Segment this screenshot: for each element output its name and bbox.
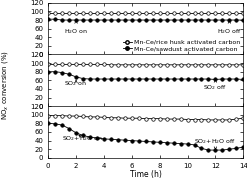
Text: H$_2$O on: H$_2$O on (64, 21, 88, 36)
Text: SO$_2$ off: SO$_2$ off (203, 80, 227, 92)
Text: NO$_x$ conversion (%): NO$_x$ conversion (%) (0, 50, 10, 120)
Text: SO$_2$+H$_2$O off: SO$_2$+H$_2$O off (194, 137, 236, 149)
Text: H$_2$O off: H$_2$O off (217, 21, 242, 36)
Legend: Mn-Ce/rice husk activated carbon, Mn-Ce/sawdust activated carbon: Mn-Ce/rice husk activated carbon, Mn-Ce/… (123, 39, 240, 51)
Text: SO$_2$+H$_2$O on: SO$_2$+H$_2$O on (62, 134, 103, 143)
Text: SO$_2$ on: SO$_2$ on (64, 79, 88, 88)
X-axis label: Time (h): Time (h) (130, 170, 162, 179)
